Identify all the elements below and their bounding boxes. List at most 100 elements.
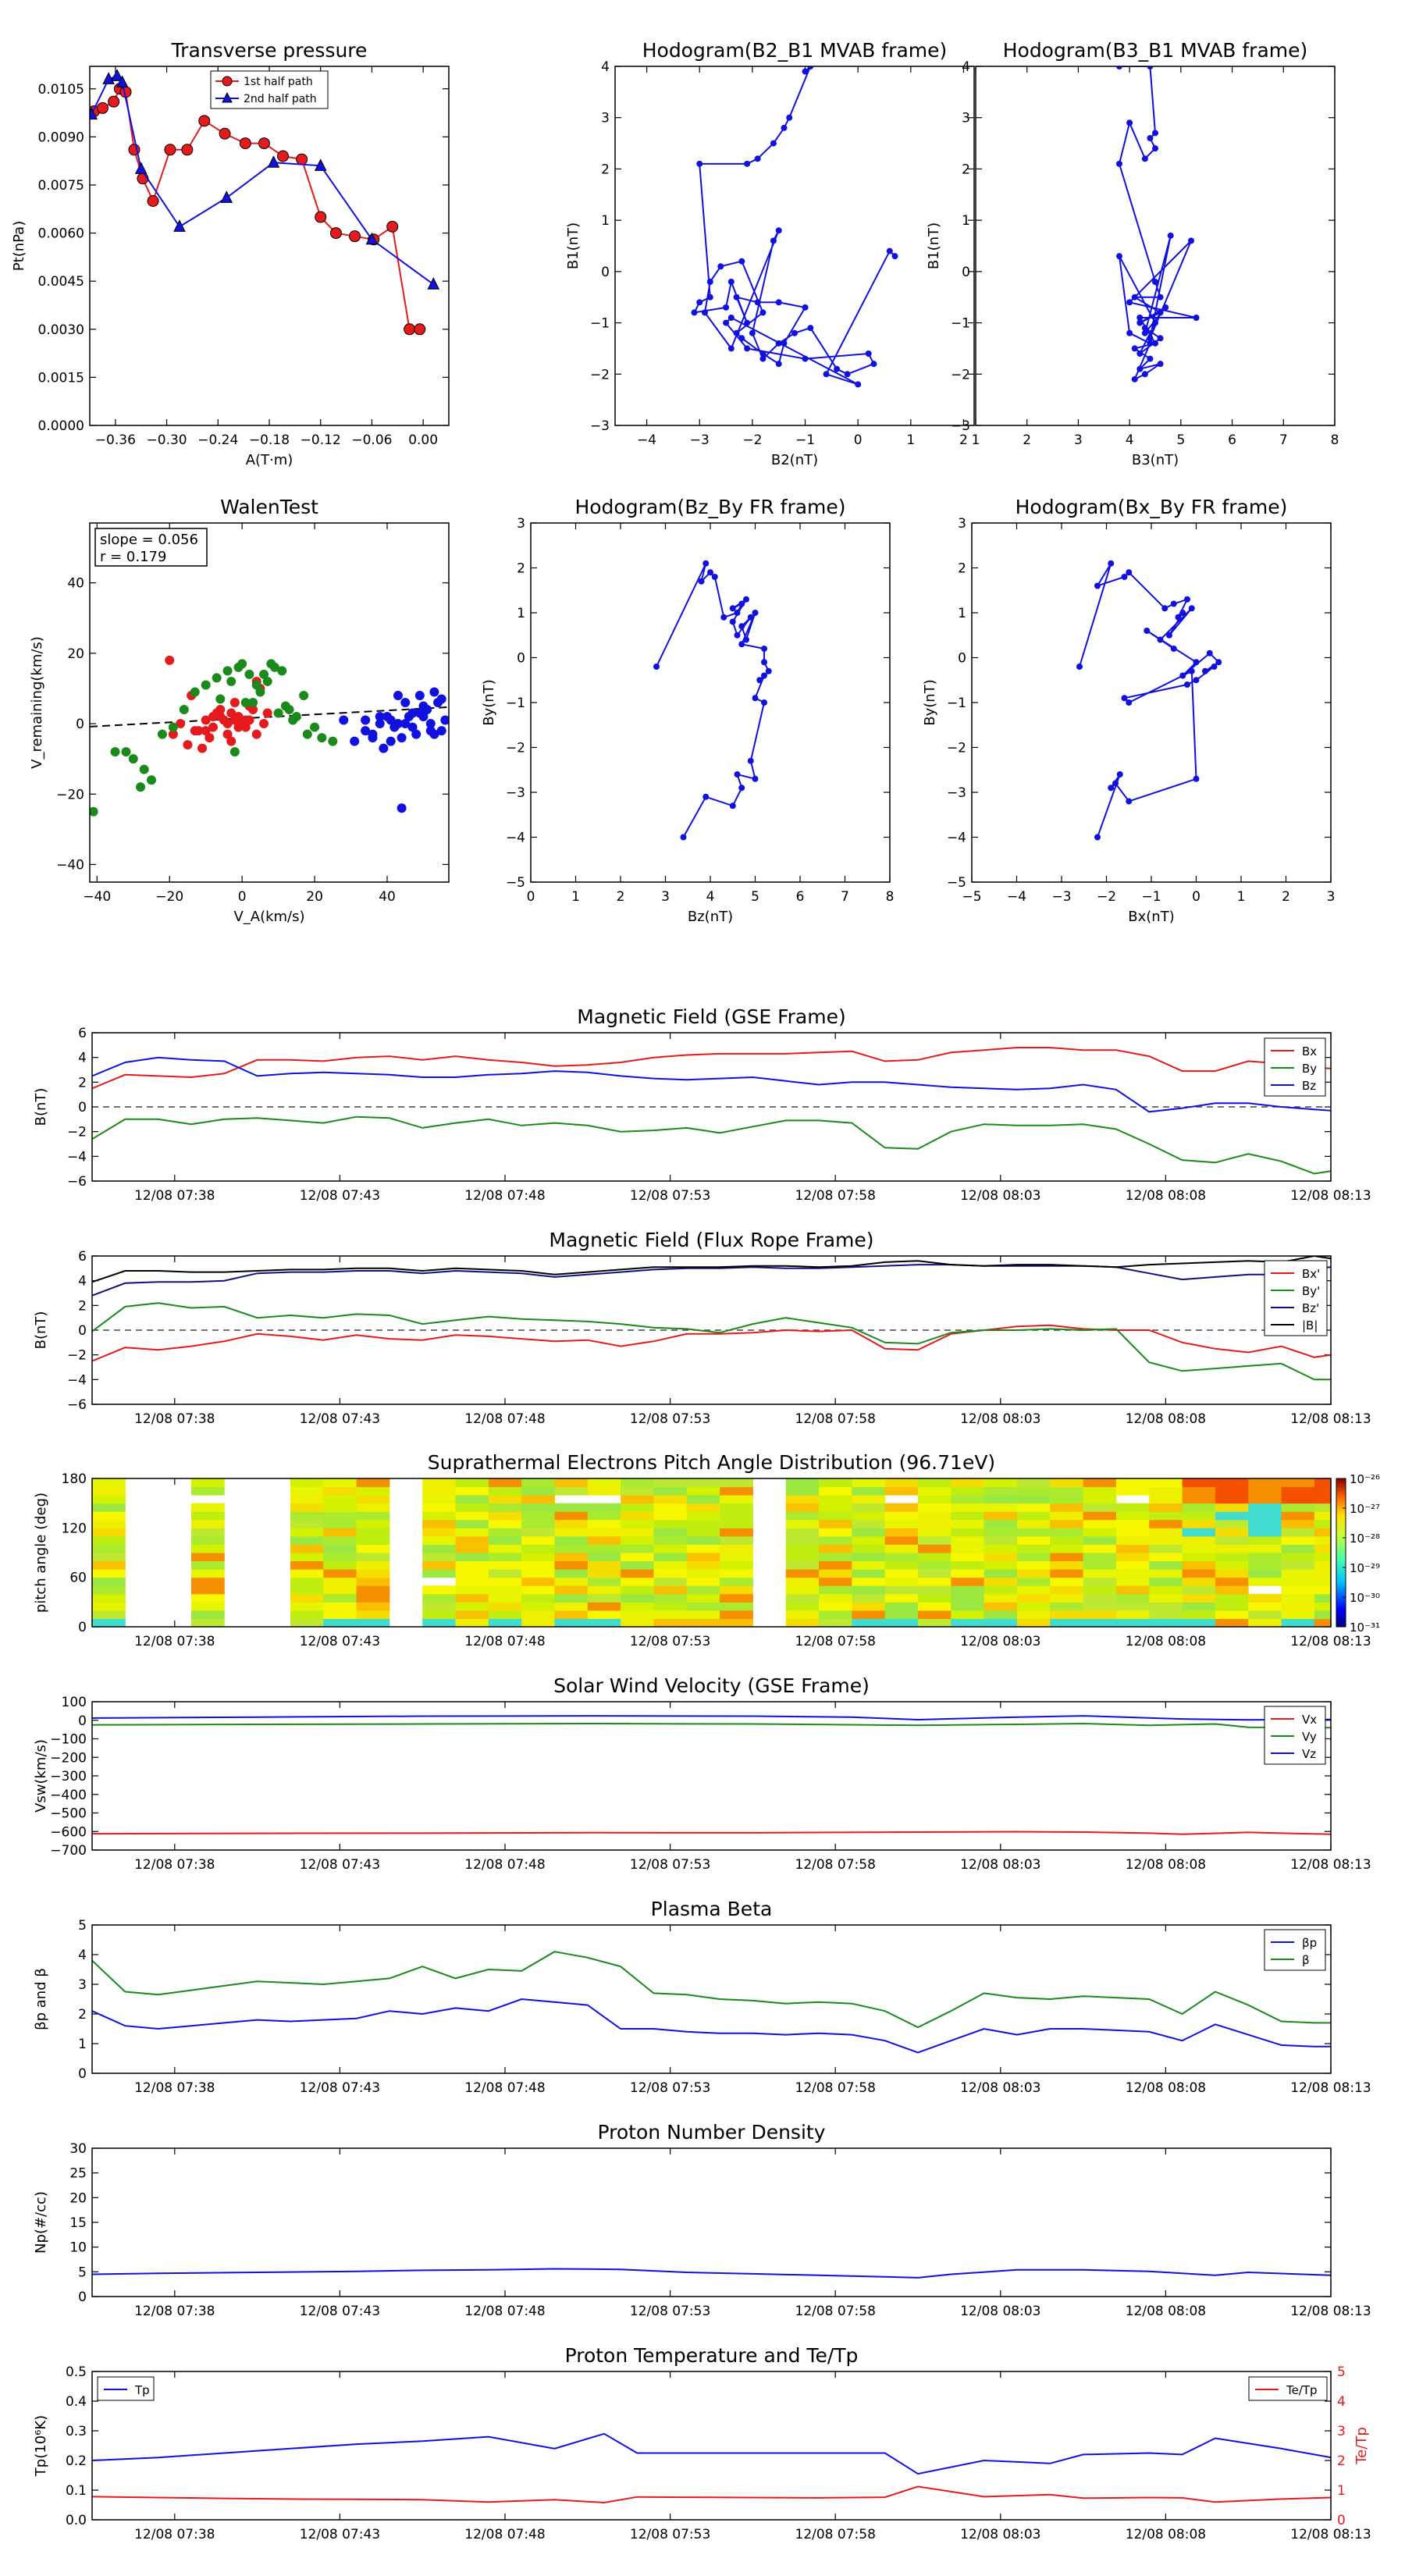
- walen-point-red: [229, 698, 240, 707]
- pad-heat-cell: [918, 1577, 951, 1586]
- pt-xtick-label: −0.12: [301, 432, 341, 448]
- pad-heat-cell: [819, 1610, 852, 1619]
- h1-point: [759, 350, 767, 357]
- pad-heat-cell: [984, 1602, 1018, 1611]
- pad-heat-cell: [488, 1503, 522, 1512]
- pad-heat-cell: [984, 1503, 1018, 1512]
- pad-heat-cell: [554, 1519, 589, 1528]
- pad-heat-cell: [323, 1602, 357, 1611]
- h1-plot-area: [691, 66, 898, 388]
- h3-point: [711, 574, 718, 580]
- beta-xtick-label: 12/08 07:38: [134, 2080, 215, 2096]
- pad-heat-cell: [1083, 1577, 1117, 1586]
- pad-heat-cell: [356, 1553, 390, 1562]
- pad-heat-cell: [290, 1553, 324, 1562]
- h4-xtick-label: 3: [1327, 889, 1336, 905]
- pad-heat-cell: [521, 1544, 555, 1553]
- h2-point: [1131, 294, 1138, 301]
- walen-point-red: [201, 726, 211, 736]
- pad-heat-cell: [587, 1486, 621, 1496]
- pt-ytick-label: 0.0105: [38, 82, 84, 98]
- pad-heat-cell: [1314, 1478, 1331, 1488]
- pad-heat-cell: [1083, 1528, 1117, 1537]
- beta-xtick-label: 12/08 07:48: [464, 2080, 545, 2096]
- h1-point: [696, 160, 703, 167]
- h4-xtick-label: −3: [1051, 889, 1071, 905]
- pad-heat-cell: [587, 1618, 621, 1627]
- h4-point: [1211, 664, 1218, 670]
- pad-heat-cell: [356, 1569, 390, 1578]
- h3-ytick-label: −1: [506, 696, 525, 711]
- pad-heat-cell: [621, 1577, 654, 1586]
- pad-heat-cell: [92, 1593, 126, 1603]
- walen-point-red: [183, 740, 193, 750]
- tp-xtick-label: 12/08 07:53: [630, 2527, 710, 2542]
- bgse-xtick-label: 12/08 07:38: [134, 1188, 215, 1204]
- pad-heat-cell: [653, 1528, 688, 1537]
- h4-point: [1076, 664, 1083, 670]
- pad-heat-cell: [720, 1519, 753, 1528]
- np-panel: Proton Number Density 12/08 07:38 12/08 07…: [33, 2121, 1371, 2319]
- pad-heat-cell: [356, 1585, 390, 1595]
- h3-plot-area: [653, 560, 772, 841]
- pad-heat-cell: [190, 1553, 225, 1562]
- pad-heat-cell: [356, 1544, 390, 1553]
- h1-point: [855, 381, 862, 388]
- pad-heat-cell: [984, 1618, 1018, 1627]
- bfr-ytick-label: 0: [78, 1323, 87, 1339]
- beta-ylabel: βp and β: [33, 1968, 49, 2030]
- h2-xtick-label: 2: [1023, 432, 1031, 448]
- pt-xtick-label: 0.00: [408, 432, 438, 448]
- pad-heat-cell: [455, 1511, 489, 1521]
- pad-heat-cell: [1215, 1486, 1249, 1496]
- walen-point-green: [226, 676, 237, 686]
- vsw-ytick-label: −500: [50, 1806, 87, 1822]
- pad-heat-cell: [455, 1495, 489, 1504]
- h4-point: [1184, 681, 1190, 688]
- walen-point-blue: [361, 715, 371, 725]
- beta-plot-area: [92, 1951, 1331, 2054]
- pt-legend-marker-2: [222, 91, 233, 103]
- walen-point-green: [179, 705, 189, 715]
- pad-heat-cell: [356, 1610, 390, 1619]
- pad-heat-cell: [1314, 1544, 1331, 1553]
- pad-heat-cell: [323, 1618, 357, 1627]
- h3-xtick-label: 5: [751, 889, 759, 905]
- pad-heat-cell: [720, 1593, 753, 1603]
- pad-heat-cell: [984, 1519, 1018, 1528]
- pad-heat-cell: [587, 1535, 621, 1545]
- pad-heat-cell: [455, 1478, 489, 1488]
- te-tp-line: [92, 2485, 1331, 2504]
- pad-xtick-label: 12/08 08:03: [960, 1634, 1040, 1649]
- tp-ytick-label: 0.2: [66, 2453, 87, 2469]
- h3-point: [702, 560, 710, 567]
- h4-point: [1108, 560, 1115, 567]
- h4-xtick-label: −1: [1141, 889, 1161, 905]
- pad-heat-cell: [356, 1618, 390, 1627]
- pt-triangle-marker: [134, 162, 148, 174]
- pad-heat-cell: [984, 1486, 1018, 1496]
- pad-heat-cell: [785, 1618, 820, 1627]
- pad-heat-cell: [1281, 1569, 1315, 1578]
- h4-point: [1157, 636, 1164, 643]
- pad-heat-cell: [521, 1503, 555, 1512]
- np-ylabel: Np(#/cc): [33, 2191, 49, 2254]
- pad-heat-cell: [521, 1478, 555, 1488]
- pad-heat-cell: [819, 1553, 852, 1562]
- pad-heat-cell: [587, 1577, 621, 1586]
- pad-heat-cell: [653, 1553, 688, 1562]
- vsw-ytick-label: −300: [50, 1769, 87, 1784]
- beta-line-2: [92, 1951, 1331, 2029]
- walen-point-green: [310, 722, 320, 732]
- pad-heat-cell: [1248, 1560, 1282, 1570]
- pad-heat-cell: [92, 1602, 126, 1611]
- pad-heat-cell: [1149, 1585, 1183, 1595]
- vsw-xtick-label: 12/08 08:08: [1126, 1857, 1206, 1873]
- pad-heat-cell: [1050, 1602, 1084, 1611]
- pad-heat-cell: [488, 1495, 522, 1504]
- h1-frame: [614, 66, 975, 426]
- pad-heat-cell: [1083, 1560, 1117, 1570]
- np-ytick-label: 0: [78, 2290, 87, 2305]
- pt-xtick-label: −0.18: [249, 432, 290, 448]
- h1-point: [834, 365, 841, 372]
